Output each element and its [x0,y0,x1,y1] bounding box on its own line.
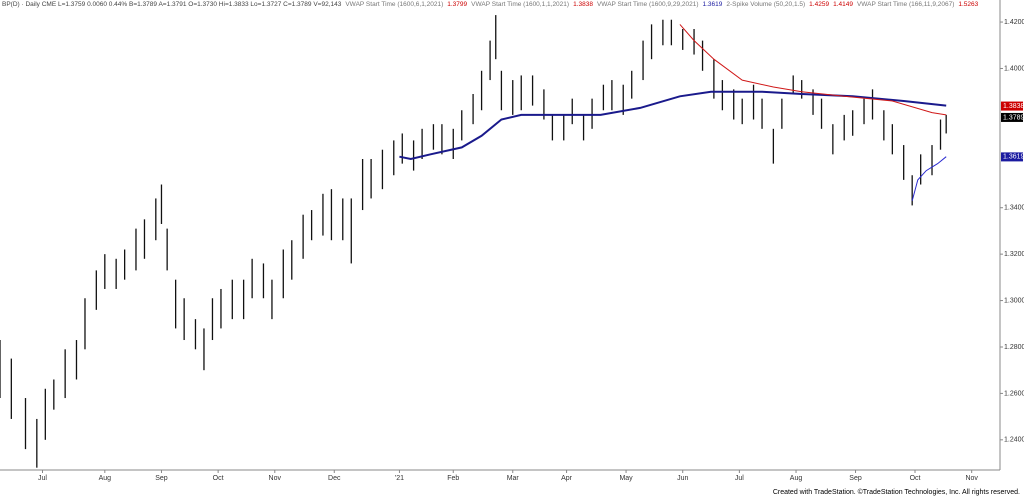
x-tick-label: Jul [38,475,47,482]
x-tick-label: Feb [447,475,459,482]
x-tick-label: Aug [99,475,112,482]
header-item: 1.3619 [702,1,723,8]
x-tick-label: Sep [155,475,168,482]
y-tick-label: 1.4200 [1004,19,1024,26]
x-tick-label: Apr [561,475,573,482]
vwap-line [911,156,947,201]
header-item: 1.4149 [833,1,853,8]
x-tick-label: Jul [735,475,744,482]
y-tick-label: 1.3200 [1004,251,1024,258]
header-item: 1.3838 [573,1,593,8]
x-tick-label: Nov [965,475,978,482]
header-item: VWAP Start Time (166,11,9,2067) [856,1,955,8]
y-tick-label: 1.2400 [1004,437,1024,444]
header-item: 1.3799 [447,1,468,8]
header-item: VWAP Start Time (1600,6,1,2021) [345,1,444,8]
footer: Created with TradeStation. ©TradeStation… [772,489,1020,496]
last-value-label: 1.3619 [1003,154,1024,161]
x-tick-label: May [619,475,633,482]
y-tick-label: 1.2800 [1004,344,1024,351]
x-tick-label: Oct [910,475,921,482]
header-item: 1.4259 [809,1,830,8]
last-value-box [1001,101,1023,111]
x-tick-label: Oct [213,475,224,482]
x-tick-label: Jun [677,475,688,482]
last-value-label: 1.3838 [1003,103,1024,110]
header-item: VWAP Start Time (1600,9,29,2021) [596,1,699,8]
header-item: BP(D) · Daily CME L=1.3759 0.0060 0.44% … [2,1,342,8]
last-value-box [1001,112,1023,122]
header-item: 1.5263 [958,1,979,8]
header-item: VWAP Start Time (1600,1,1,2021) [471,1,570,8]
x-tick-label: Sep [849,475,862,482]
vwap-line [679,24,947,116]
y-tick-label: 1.2600 [1004,390,1024,397]
x-tick-label: Nov [269,475,282,482]
y-tick-label: 1.4000 [1004,65,1024,72]
x-tick-label: Aug [790,475,803,482]
y-tick-label: 1.3400 [1004,205,1024,212]
vwap-line [399,90,947,161]
y-tick-label: 1.3000 [1004,297,1024,304]
header-item: 2-Spike Volume (50,20,1.5) [726,1,806,8]
x-tick-label: Dec [328,475,341,482]
last-value-label: 1.3789 [1003,114,1024,121]
last-value-box [1001,152,1023,162]
x-tick-label: Mar [507,475,520,482]
chart-header: BP(D) · Daily CME L=1.3759 0.0060 0.44% … [2,1,982,8]
x-tick-label: '21 [395,475,404,482]
